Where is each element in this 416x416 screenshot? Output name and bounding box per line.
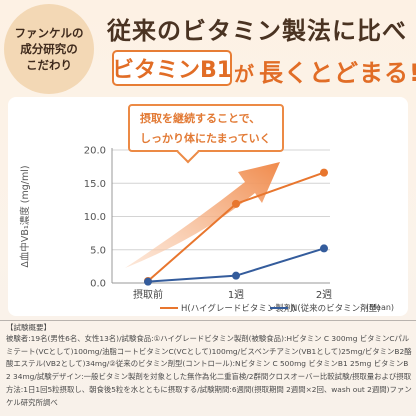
headline-line-1: 従来のビタミン製法に比べ: [107, 17, 407, 45]
research-badge: ファンケルの 成分研究の こだわり: [4, 4, 94, 94]
data-point: [320, 168, 328, 177]
series-line-0: [147, 171, 325, 282]
y-tick-label: 5.0: [90, 245, 106, 256]
x-tick-label: 2週: [316, 289, 332, 301]
callout-box: 摂取を継続することで、 しっかり体にたまっていく: [128, 104, 284, 164]
data-point: [144, 277, 152, 286]
legend-item-h: H(ハイグレードビタミン製剤): [160, 302, 296, 314]
callout-line-2: しっかり体にたまっていく: [140, 132, 271, 145]
data-point: [232, 199, 240, 208]
badge-line-3: こだわり: [26, 58, 72, 72]
y-tick-label: 0.0: [90, 279, 106, 290]
headline-emphasis: 長くとどまる!: [259, 59, 416, 87]
chart-legend: H(ハイグレードビタミン製剤) N(従来のビタミン剤型) (Mean): [160, 302, 410, 318]
y-axis-label: Δ血中VB₁濃度 (mg/ml): [19, 165, 31, 267]
legend-label-h: H(ハイグレードビタミン製剤): [181, 304, 296, 314]
headline-line-2: ビタミンB1 が 長くとどまる!: [104, 50, 416, 88]
footnote-title: 【試験概要】: [6, 323, 51, 332]
headline-particle: が: [234, 62, 254, 86]
legend-swatch-h: [160, 307, 178, 309]
x-tick-label: 摂取前: [133, 288, 163, 301]
divider: [0, 320, 416, 321]
legend-swatch-n: [270, 307, 288, 309]
data-point: [320, 244, 328, 253]
trend-arrow: [125, 162, 280, 268]
vitamin-b1-box: ビタミンB1: [112, 50, 232, 86]
x-tick-label: 1週: [228, 289, 244, 301]
y-tick-label: 15.0: [84, 179, 106, 190]
y-tick-label: 20.0: [84, 146, 106, 157]
data-point: [232, 271, 240, 280]
legend-mean-note: (Mean): [366, 303, 395, 312]
y-tick-label: 10.0: [84, 212, 106, 223]
legend-item-n: N(従来のビタミン剤型): [270, 302, 381, 314]
badge-line-1: ファンケルの: [14, 26, 84, 40]
footnote-body: 被験者:19名(男性6名、女性13名)/試験食品:①ハイグレードビタミン製剤(被…: [6, 334, 412, 407]
callout-line-1: 摂取を継続することで、: [140, 112, 261, 125]
badge-line-2: 成分研究の: [20, 42, 78, 56]
legend-label-n: N(従来のビタミン剤型): [291, 304, 381, 314]
